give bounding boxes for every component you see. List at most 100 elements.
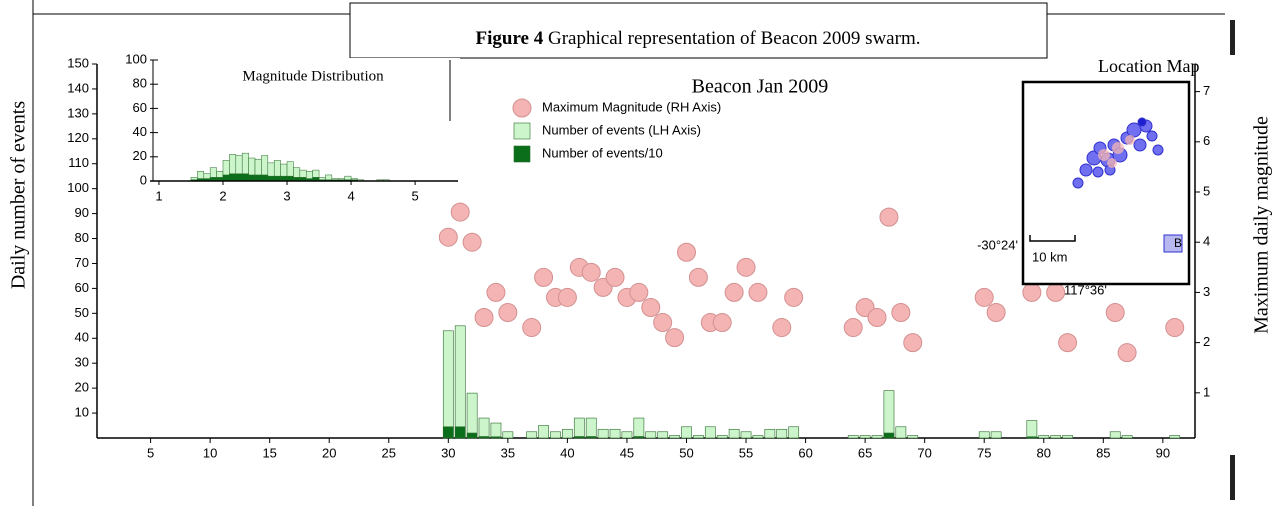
bar — [990, 431, 1002, 439]
magnitude-point — [641, 297, 661, 317]
histogram-bar — [241, 173, 249, 182]
y2-tick-label: 2 — [1203, 334, 1210, 349]
histogram-bar — [222, 174, 230, 182]
y2-tick-label: 3 — [1203, 284, 1210, 299]
y-tick-label: 90 — [75, 205, 89, 220]
y-tick-label: 20 — [75, 380, 89, 395]
magnitude-point — [736, 257, 756, 277]
y2-tick-label: 4 — [1203, 234, 1210, 249]
bar — [764, 428, 776, 439]
x-tick-label: 15 — [262, 445, 276, 460]
inset-x-tick-label: 5 — [411, 188, 418, 203]
bar — [633, 417, 645, 439]
bar — [562, 428, 573, 439]
chart-title: Beacon Jan 2009 — [692, 76, 829, 98]
x-tick-label: 10 — [203, 445, 217, 460]
x-tick-label: 30 — [441, 445, 455, 460]
y-tick-label: 110 — [68, 155, 89, 170]
inset-x-tick-label: 3 — [283, 188, 290, 203]
bar — [657, 431, 669, 439]
x-tick-label: 40 — [560, 445, 574, 460]
bar — [621, 431, 633, 439]
x-tick-label: 75 — [977, 445, 991, 460]
bar — [704, 426, 716, 439]
caption-box — [349, 2, 1048, 59]
magnitude-point — [1105, 302, 1125, 322]
magnitude-point — [581, 262, 601, 282]
magnitude-point — [498, 302, 518, 322]
bar — [788, 426, 800, 439]
y-tick-label: 80 — [75, 230, 89, 245]
bar — [669, 435, 680, 439]
magnitude-point — [522, 318, 542, 338]
x-tick-label: 20 — [322, 445, 336, 460]
magnitude-point — [474, 308, 494, 328]
legend-marker — [513, 145, 531, 163]
magnitude-point — [1165, 318, 1185, 338]
legend-label: Number of events/10 — [542, 145, 663, 160]
event-dot — [1107, 158, 1117, 168]
bar — [883, 390, 895, 439]
event-dot — [1146, 130, 1158, 142]
magnitude-point — [772, 318, 792, 338]
magnitude-point — [534, 267, 554, 287]
inset-title: Magnitude Distribution — [242, 68, 384, 84]
x-tick-label: 85 — [1096, 445, 1110, 460]
event-dot — [1125, 135, 1135, 145]
magnitude-point — [1117, 343, 1137, 363]
x-tick-label: 50 — [679, 445, 693, 460]
latitude-label: -30°24' — [977, 237, 1018, 252]
y-tick-label: 140 — [67, 80, 89, 95]
y-tick-label: 130 — [67, 105, 89, 120]
bar — [1062, 435, 1073, 439]
bar — [490, 436, 502, 439]
y-tick-label: 50 — [75, 305, 89, 320]
y2-tick-label: 7 — [1203, 83, 1210, 98]
magnitude-point — [438, 227, 458, 247]
magnitude-point — [1046, 282, 1066, 302]
bar — [871, 435, 883, 439]
magnitude-point — [784, 287, 804, 307]
bar — [573, 436, 585, 439]
x-tick-label: 25 — [382, 445, 396, 460]
bar — [478, 417, 490, 439]
histogram-bar — [254, 174, 262, 182]
bar — [1121, 435, 1133, 439]
event-dot — [1098, 149, 1110, 161]
bar — [895, 426, 907, 439]
legend-label: Maximum Magnitude (RH Axis) — [542, 99, 721, 114]
x-tick-label: 35 — [501, 445, 515, 460]
magnitude-point — [557, 287, 577, 307]
y-tick-label: 70 — [75, 255, 89, 270]
legend-marker — [513, 122, 531, 140]
inset-y-tick-label: 60 — [133, 100, 147, 115]
magnitude-point — [629, 282, 649, 302]
bar — [1050, 435, 1062, 439]
inset-x-tick-label: 1 — [155, 188, 162, 203]
map-title: Location Map — [1098, 56, 1199, 76]
magnitude-point — [462, 232, 482, 252]
event-dot — [1133, 138, 1147, 152]
bar — [585, 436, 597, 439]
inset-y-tick-label: 100 — [125, 51, 147, 66]
bar — [728, 428, 740, 439]
magnitude-point — [688, 267, 708, 287]
event-dot — [1072, 177, 1084, 189]
map-frame — [1021, 80, 1191, 286]
y-tick-label: 100 — [67, 180, 89, 195]
bar — [752, 435, 764, 439]
inset-y-tick-label: 0 — [140, 172, 147, 187]
magnitude-point — [486, 282, 506, 302]
location-map: Location Map 10 km — [977, 55, 1277, 297]
x-tick-label: 45 — [620, 445, 634, 460]
magnitude-point — [653, 313, 673, 333]
bar — [478, 436, 490, 439]
histogram-bar — [248, 174, 256, 182]
bar — [716, 435, 728, 439]
x-tick-label: 65 — [858, 445, 872, 460]
event-dot — [1112, 142, 1124, 154]
bar — [442, 330, 454, 439]
magnitude-point — [712, 313, 732, 333]
x-tick-label: 55 — [739, 445, 753, 460]
